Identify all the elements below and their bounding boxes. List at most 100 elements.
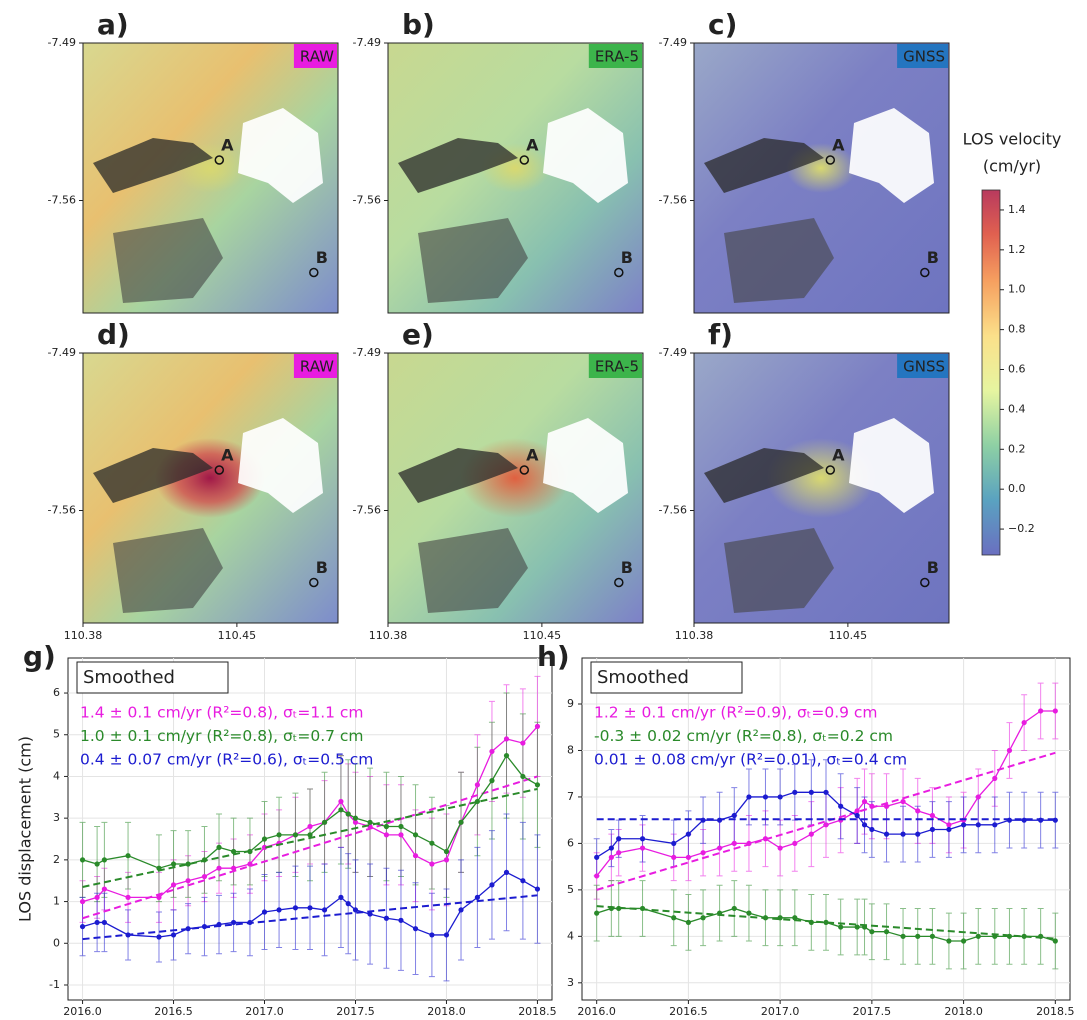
data-point	[230, 848, 237, 855]
y-tick-label: -7.56	[353, 194, 381, 207]
map-panel: A B RAW a) -7.49 -7.56	[48, 8, 339, 314]
point-label: B	[621, 248, 633, 267]
data-point	[883, 929, 890, 935]
map-panel: A B GNSS f) -7.49 -7.56 110.38 110.45	[659, 318, 950, 642]
data-point	[929, 826, 936, 833]
data-point	[170, 861, 177, 867]
x-tick-label: 110.45	[829, 629, 868, 642]
ridges	[724, 528, 834, 613]
data-point	[352, 907, 359, 913]
badge-label: GNSS	[903, 358, 945, 376]
y-tick-label: -7.56	[353, 504, 381, 517]
masked-area	[849, 418, 934, 513]
data-point	[230, 865, 237, 871]
panel-label: c)	[708, 8, 737, 41]
data-point	[534, 886, 541, 892]
badge-label: RAW	[300, 48, 334, 66]
data-point	[700, 850, 706, 856]
y-tick-label: 8	[567, 743, 574, 756]
data-point	[101, 886, 107, 892]
data-point	[900, 933, 906, 939]
box-label: Smoothed	[597, 667, 689, 688]
x-tick-label: 2018.5	[518, 1005, 557, 1018]
x-tick-label: 2017.0	[761, 1005, 800, 1018]
data-point	[1021, 719, 1027, 726]
data-point	[443, 848, 450, 855]
data-point	[398, 832, 404, 838]
data-point	[474, 782, 480, 788]
data-point	[992, 822, 998, 828]
colorbar-tick-label: 1.2	[1008, 243, 1026, 256]
colorbar-tick-label: 0.2	[1008, 442, 1026, 455]
data-point	[915, 933, 921, 939]
data-point	[792, 840, 798, 847]
data-point	[398, 823, 404, 830]
data-point	[429, 932, 435, 938]
data-point	[321, 819, 328, 825]
time-series-charts: -1 0 1 2 3 4 5 6 2016.0 2016.5 2017.0 2017.5 2018.0 2…	[16, 640, 1075, 1018]
point-label: B	[927, 558, 939, 577]
data-point	[594, 910, 600, 916]
data-point	[1021, 933, 1027, 939]
data-point	[345, 901, 351, 907]
data-point	[854, 924, 860, 930]
data-point	[489, 748, 495, 755]
data-point	[869, 929, 875, 935]
masked-area	[238, 418, 323, 513]
colorbar-tick-label: 0.0	[1008, 482, 1026, 495]
data-point	[520, 740, 526, 746]
point-label: B	[621, 558, 633, 577]
x-tick-label: 2016.5	[154, 1005, 193, 1018]
map-frame	[82, 352, 339, 624]
point-marker	[519, 155, 530, 165]
data-point	[838, 924, 844, 930]
y-tick-label: 2	[53, 853, 60, 866]
data-point	[503, 736, 510, 742]
data-point	[79, 923, 86, 930]
y-tick-label: 5	[567, 883, 574, 896]
data-point	[125, 853, 131, 859]
data-point	[276, 907, 282, 913]
y-tick-label: -7.56	[48, 194, 76, 207]
data-point	[534, 723, 541, 730]
chart: 3 4 5 6 7 8 9 2016.0 2016.5 2017.0 2017.5 2018.0 201…	[537, 640, 1075, 1018]
legend-entry: 0.01 ± 0.08 cm/yr (R²=0.01), σₜ=0.4 cm	[594, 751, 907, 769]
data-point	[1052, 938, 1058, 944]
data-point	[489, 778, 495, 784]
data-point	[746, 910, 752, 916]
data-point	[731, 812, 737, 819]
legend-entry: 1.0 ± 0.1 cm/yr (R²=0.8), σₜ=0.7 cm	[80, 727, 364, 745]
badge	[588, 44, 642, 68]
badge	[293, 354, 337, 378]
data-point	[869, 826, 875, 833]
data-point	[671, 915, 677, 921]
panel-label: b)	[402, 8, 435, 41]
data-point	[125, 894, 131, 901]
data-point	[94, 919, 100, 926]
y-tick-label: -7.49	[48, 36, 76, 49]
ridges	[113, 218, 223, 303]
colorbar-tick-label: −0.2	[1008, 522, 1035, 535]
data-point	[261, 909, 268, 915]
data-point	[474, 894, 480, 901]
data-point	[261, 836, 268, 842]
ridges	[398, 448, 518, 503]
data-point	[216, 865, 222, 871]
data-point	[823, 919, 829, 925]
y-tick-label: 4	[53, 769, 60, 782]
y-tick-label: 6	[567, 836, 574, 849]
point-label: A	[832, 446, 845, 465]
point-marker	[825, 155, 836, 165]
box-label: Smoothed	[83, 667, 175, 688]
data-point	[367, 819, 373, 825]
x-tick-label: 110.45	[218, 629, 257, 642]
map-panel: A B ERA-5 e) -7.49 -7.56 110.38 110.45	[353, 318, 644, 642]
legend-entry: 0.4 ± 0.07 cm/yr (R²=0.6), σₜ=0.5 cm	[80, 751, 373, 769]
data-point	[94, 894, 100, 901]
y-tick-label: -7.56	[659, 504, 687, 517]
ridges	[93, 448, 213, 503]
point-marker	[614, 577, 624, 588]
point-marker	[825, 465, 836, 475]
data-point	[503, 752, 510, 759]
